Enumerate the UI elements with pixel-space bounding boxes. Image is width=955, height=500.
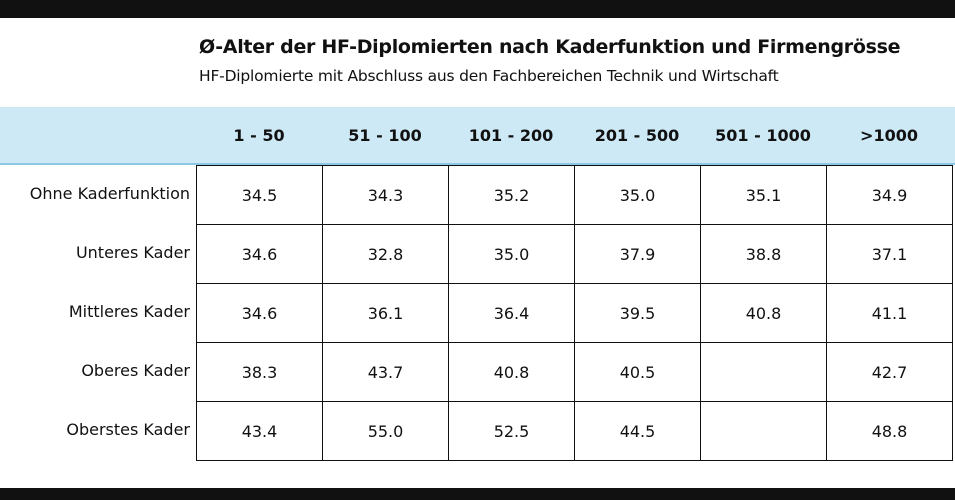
table-cell: 48.8 <box>826 401 953 461</box>
column-header: 201 - 500 <box>594 126 680 145</box>
table-cell: 34.6 <box>196 283 323 343</box>
table-cell: 41.1 <box>826 283 953 343</box>
table-cell: 35.2 <box>448 165 575 225</box>
row-label: Mittleres Kader <box>68 302 190 321</box>
column-header: 1 - 50 <box>233 126 285 145</box>
column-header: 51 - 100 <box>348 126 422 145</box>
header-band <box>0 107 955 165</box>
table-cell: 44.5 <box>574 401 701 461</box>
row-label: Oberes Kader <box>81 361 190 380</box>
table-cell: 40.8 <box>700 283 827 343</box>
table-cell: 37.9 <box>574 224 701 284</box>
table-cell: 43.7 <box>322 342 449 402</box>
subtitle: HF-Diplomierte mit Abschluss aus den Fac… <box>199 67 779 85</box>
row-label: Ohne Kaderfunktion <box>29 184 190 203</box>
table-cell: 34.3 <box>322 165 449 225</box>
table-cell: 42.7 <box>826 342 953 402</box>
row-label: Oberstes Kader <box>66 420 190 439</box>
table-cell: 43.4 <box>196 401 323 461</box>
table-cell: 35.1 <box>700 165 827 225</box>
table-cell: 37.1 <box>826 224 953 284</box>
table-cell: 52.5 <box>448 401 575 461</box>
title: Ø-Alter der HF-Diplomierten nach Kaderfu… <box>199 36 901 58</box>
bottom-bar <box>0 488 955 500</box>
row-label: Unteres Kader <box>75 243 190 262</box>
table-cell: 35.0 <box>574 165 701 225</box>
column-header: >1000 <box>860 126 918 145</box>
column-header: 101 - 200 <box>468 126 554 145</box>
table-cell: 38.3 <box>196 342 323 402</box>
table-cell: 35.0 <box>448 224 575 284</box>
table-cell: 32.8 <box>322 224 449 284</box>
table-cell: 34.6 <box>196 224 323 284</box>
table-cell: 39.5 <box>574 283 701 343</box>
table-cell <box>700 342 827 402</box>
table-cell: 40.5 <box>574 342 701 402</box>
table-cell <box>700 401 827 461</box>
table-cell: 34.5 <box>196 165 323 225</box>
table-cell: 34.9 <box>826 165 953 225</box>
table-cell: 36.4 <box>448 283 575 343</box>
top-bar <box>0 0 955 18</box>
table-cell: 38.8 <box>700 224 827 284</box>
table-cell: 40.8 <box>448 342 575 402</box>
table-cell: 36.1 <box>322 283 449 343</box>
table-cell: 55.0 <box>322 401 449 461</box>
column-header: 501 - 1000 <box>715 126 811 145</box>
